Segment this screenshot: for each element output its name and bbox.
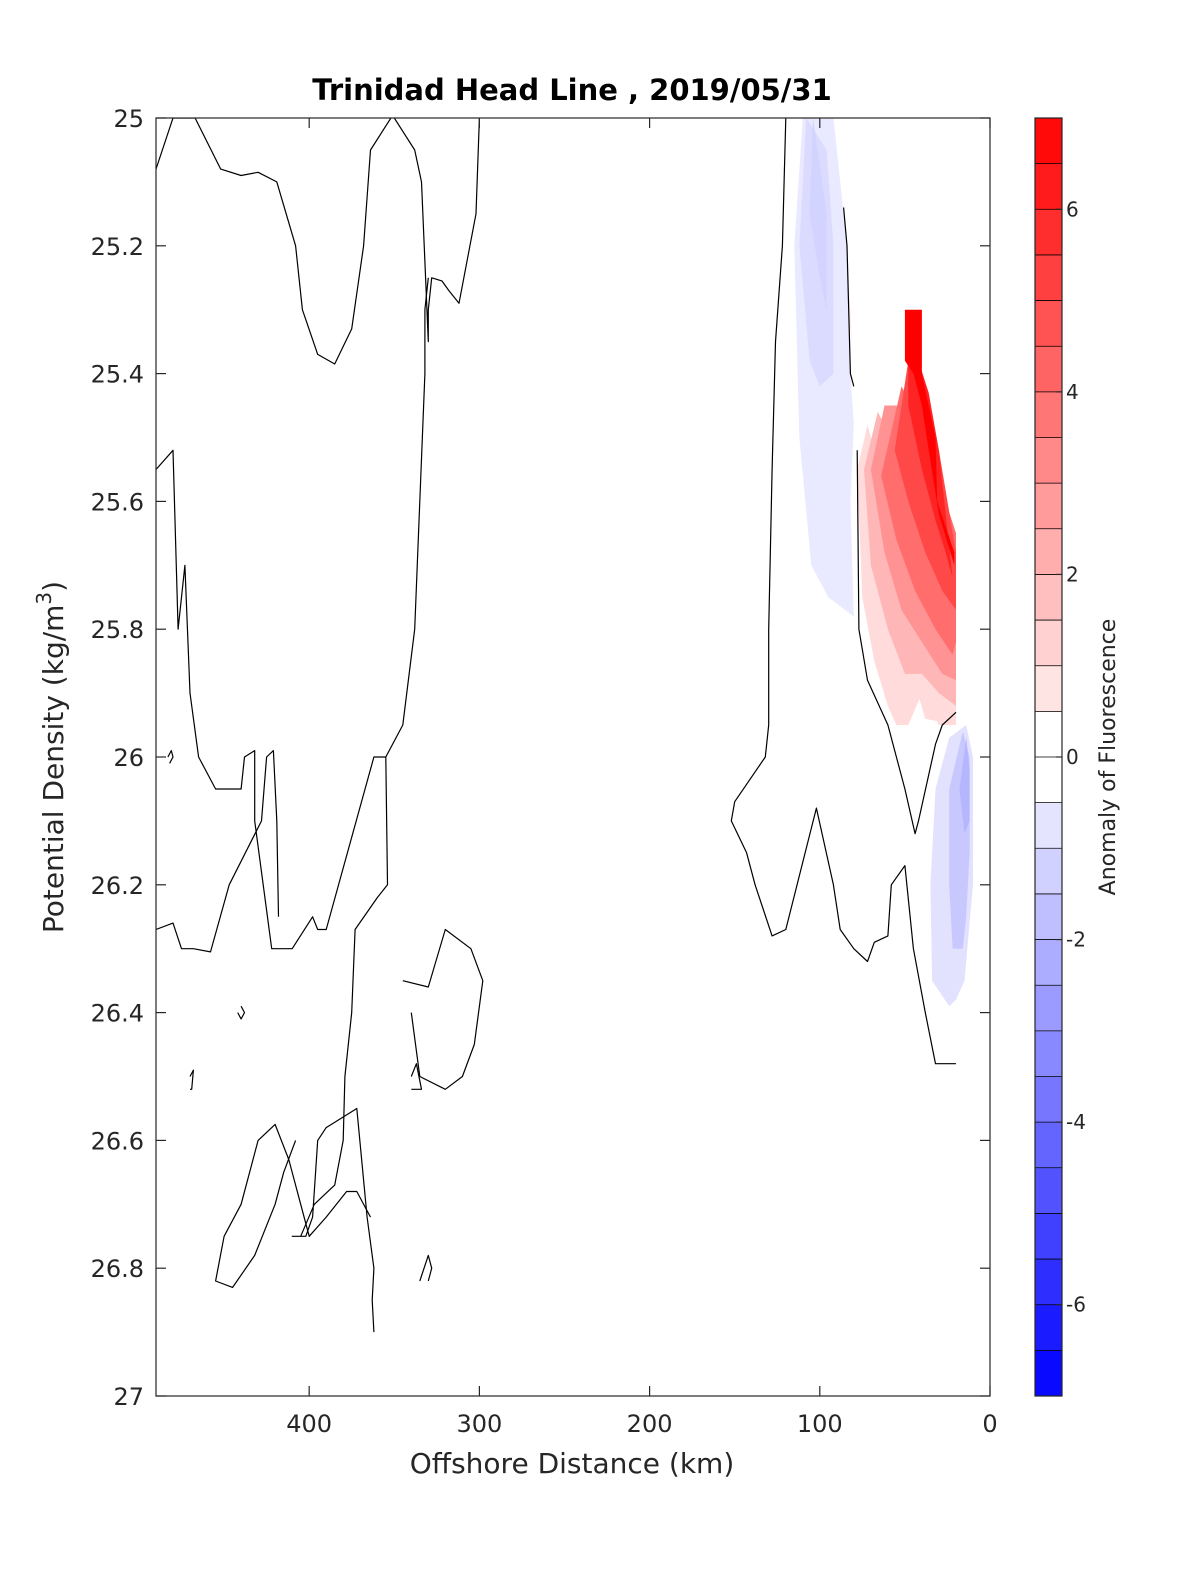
y-tick-label: 26.6 <box>91 1127 144 1155</box>
zero-contour-1 <box>156 449 386 950</box>
colorbar-tick-label: 6 <box>1066 197 1079 221</box>
colorbar-swatch <box>1035 1030 1062 1077</box>
colorbar-swatch <box>1035 1213 1062 1260</box>
y-tick-label: 25.8 <box>91 616 144 644</box>
colorbar-tick-label: -4 <box>1066 1110 1086 1134</box>
zero-contour-4 <box>237 1005 246 1020</box>
colorbar-swatch <box>1035 574 1062 621</box>
colorbar-swatch <box>1035 209 1062 256</box>
colorbar-swatch <box>1035 848 1062 895</box>
colorbar-swatch <box>1035 985 1062 1032</box>
anomaly-region-5 <box>894 360 956 610</box>
zero-contour-6 <box>393 118 480 343</box>
x-tick-label: 200 <box>627 1410 673 1438</box>
colorbar-swatch <box>1035 118 1062 165</box>
anomaly-fill-layer <box>794 118 973 1007</box>
x-tick-label: 400 <box>286 1410 332 1438</box>
colorbar-swatch <box>1035 254 1062 302</box>
y-tick-label: 26.4 <box>91 1000 144 1028</box>
zero-contour-12 <box>730 118 956 1065</box>
colorbar-swatch <box>1035 300 1062 347</box>
colorbar-swatch <box>1035 1350 1062 1397</box>
y-axis-title: Potential Density (kg/m3) <box>32 581 70 933</box>
colorbar-swatch <box>1035 1259 1062 1306</box>
anomaly-region-11 <box>809 118 827 310</box>
colorbar-tick-label: -2 <box>1066 928 1086 952</box>
zero-contour-10 <box>410 1063 423 1090</box>
colorbar-swatch <box>1035 711 1062 758</box>
colorbar-swatch <box>1035 483 1062 530</box>
colorbar-swatch <box>1035 528 1062 575</box>
y-axis: 25 25.2 25.4 25.6 25.8 26 26.2 26.4 26.6 26.8 27 <box>91 105 990 1411</box>
zero-contour-14 <box>856 450 957 835</box>
zero-contour-5 <box>189 1069 194 1090</box>
x-tick-label: 0 <box>982 1410 997 1438</box>
colorbar-swatch <box>1035 1304 1062 1351</box>
colorbar-tick-label: 4 <box>1066 380 1079 404</box>
x-tick-label: 300 <box>456 1410 502 1438</box>
zero-contour-layer <box>156 118 957 1333</box>
zero-contour-13 <box>843 207 855 387</box>
colorbar-tick-label: 0 <box>1066 745 1079 769</box>
colorbar-swatch <box>1035 802 1062 849</box>
y-tick-label: 25 <box>113 105 144 133</box>
colorbar: 6 4 2 0 -2 -4 -6 <box>1034 117 1086 1397</box>
colorbar-tick-label: 2 <box>1066 562 1079 586</box>
y-tick-label: 25.4 <box>91 361 144 389</box>
colorbar-swatch <box>1035 391 1062 438</box>
zero-contour-7 <box>291 277 429 1333</box>
plot-area <box>156 118 990 1396</box>
x-axis-title: Offshore Distance (km) <box>410 1447 735 1480</box>
anomaly-region-7 <box>904 309 955 566</box>
colorbar-swatch <box>1035 939 1062 986</box>
y-tick-label: 25.2 <box>91 233 144 261</box>
y-tick-label: 27 <box>113 1383 144 1411</box>
colorbar-swatch <box>1035 665 1062 712</box>
colorbar-tick-label: -6 <box>1066 1293 1086 1317</box>
zero-contour-8 <box>215 1123 372 1289</box>
colorbar-swatch <box>1035 437 1062 484</box>
x-axis: 400 300 200 100 0 <box>286 118 998 1438</box>
zero-contour-11 <box>419 1254 433 1282</box>
colorbar-swatch <box>1035 163 1062 210</box>
colorbar-swatch <box>1035 1167 1062 1214</box>
colorbar-swatch <box>1035 1076 1062 1123</box>
zero-contour-2 <box>156 749 280 953</box>
colorbar-swatch <box>1035 893 1062 941</box>
y-tick-label: 26 <box>113 744 144 772</box>
y-tick-label: 26.2 <box>91 872 144 900</box>
y-tick-label: 25.6 <box>91 488 144 516</box>
colorbar-swatch <box>1035 620 1062 667</box>
zero-contour-0 <box>156 118 392 365</box>
colorbar-swatch <box>1035 757 1062 804</box>
zero-contour-3 <box>167 749 174 764</box>
anomaly-region-14 <box>959 737 970 834</box>
y-tick-label: 26.8 <box>91 1255 144 1283</box>
colorbar-swatch <box>1035 1122 1062 1169</box>
zero-contour-9 <box>402 928 484 1090</box>
colorbar-title: Anomaly of Fluorescence <box>1096 619 1121 896</box>
colorbar-swatch <box>1035 346 1062 393</box>
chart-title: Trinidad Head Line , 2019/05/31 <box>312 73 832 107</box>
x-tick-label: 100 <box>797 1410 843 1438</box>
